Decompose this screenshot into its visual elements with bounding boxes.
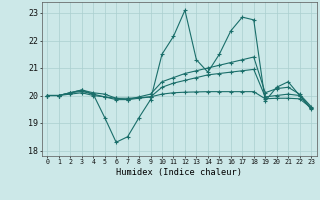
X-axis label: Humidex (Indice chaleur): Humidex (Indice chaleur) <box>116 168 242 177</box>
